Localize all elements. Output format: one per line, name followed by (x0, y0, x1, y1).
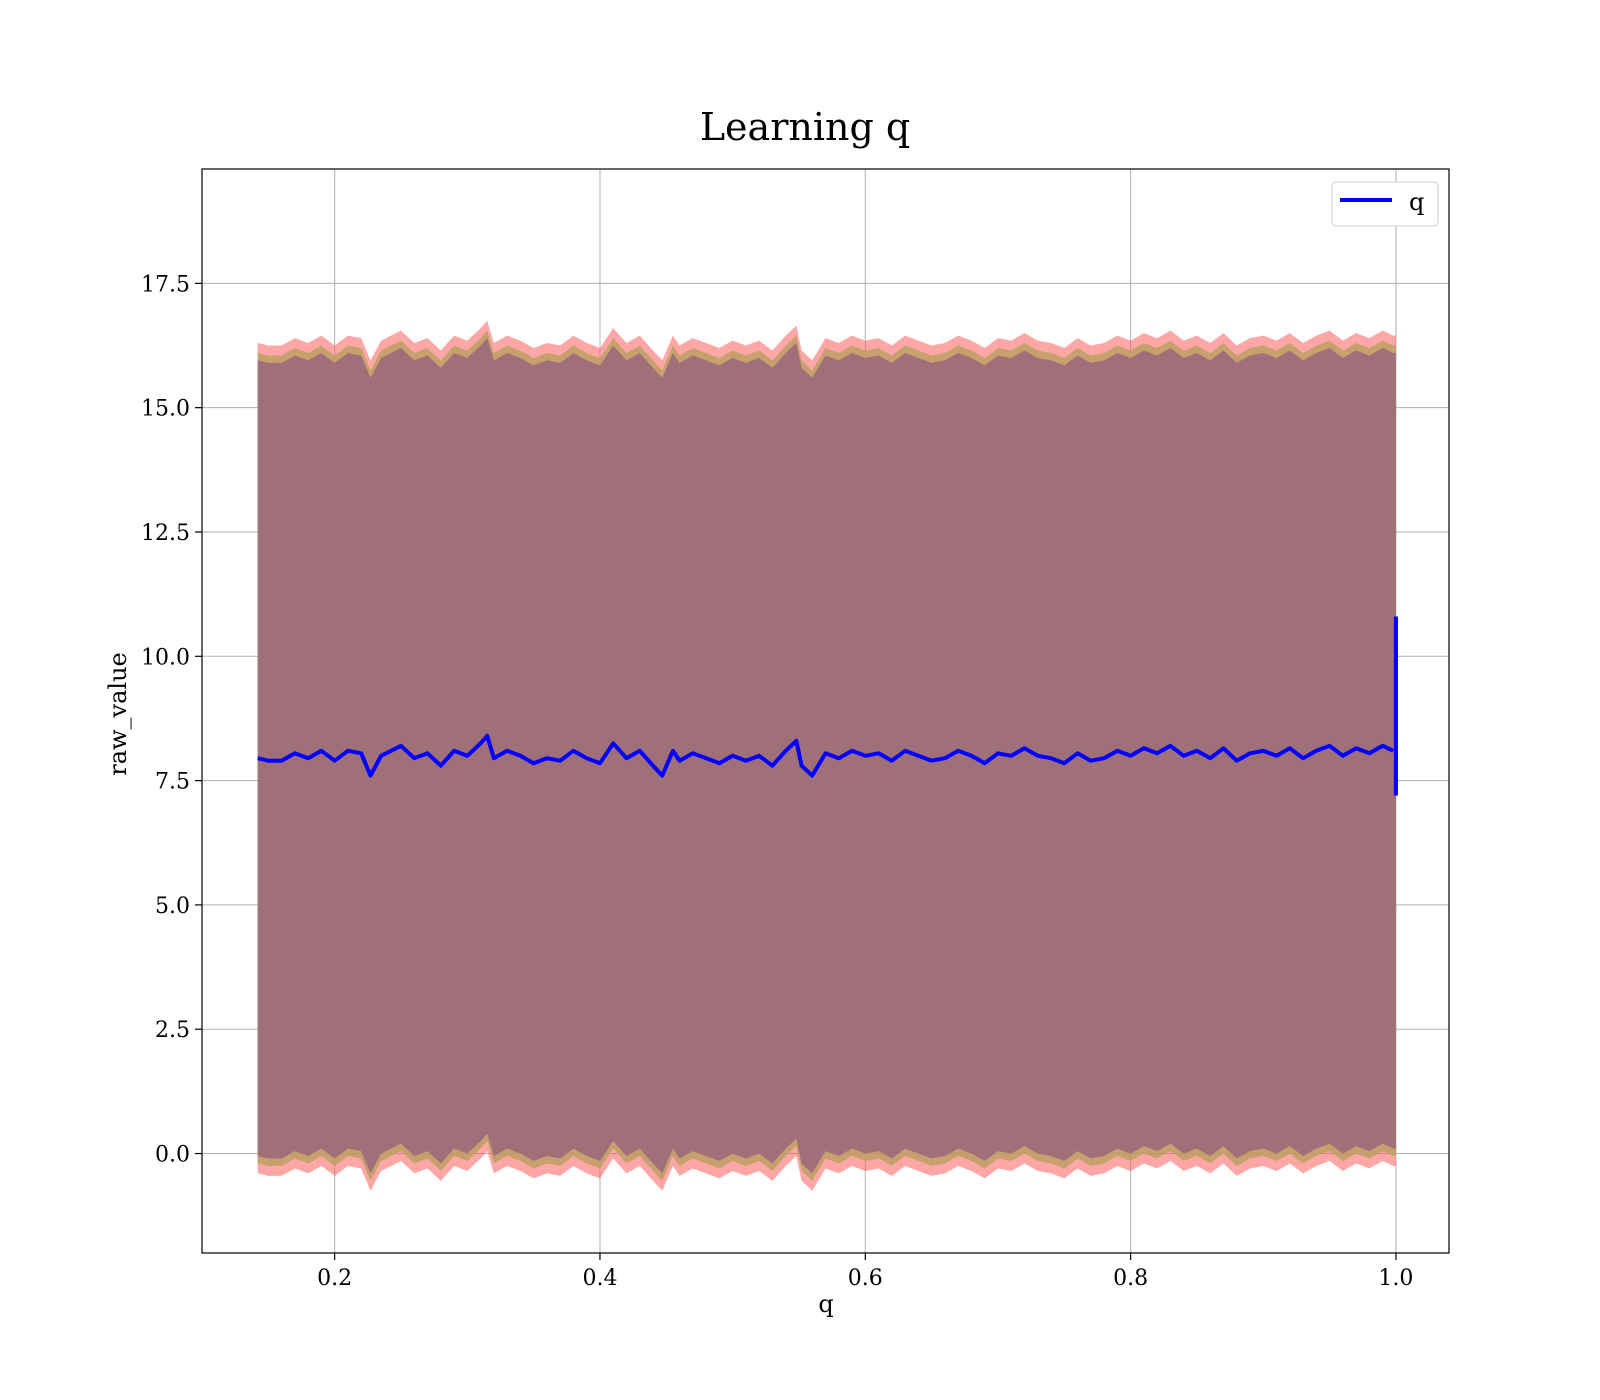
x-axis-label: q (818, 1290, 833, 1318)
line-layer (257, 616, 1398, 796)
legend-label-q: q (1409, 188, 1424, 216)
y-tick-label: 0.0 (155, 1143, 190, 1168)
plot-frame (201, 168, 1450, 1254)
y-tick-label: 10.0 (141, 645, 190, 670)
x-tick-label: 0.6 (848, 1266, 883, 1291)
tick-layer: 0.2 0.4 0.6 0.8 1.0 0.0 2.5 5.0 7.5 10.0 12.5 15.0 1… (141, 272, 1413, 1291)
y-tick-label: 15.0 (141, 397, 190, 422)
y-tick-label: 7.5 (155, 770, 190, 795)
x-tick-label: 1.0 (1378, 1266, 1413, 1291)
y-tick-label: 12.5 (141, 521, 190, 546)
chart-title: Learning q (700, 105, 910, 149)
y-tick-label: 2.5 (155, 1018, 190, 1043)
x-tick-label: 0.4 (582, 1266, 617, 1291)
x-tick-label: 0.8 (1113, 1266, 1148, 1291)
y-tick-label: 17.5 (141, 272, 190, 297)
legend-box (1331, 181, 1439, 227)
y-tick-label: 5.0 (155, 894, 190, 919)
x-tick-label: 0.2 (317, 1266, 352, 1291)
series-line-q (257, 733, 1395, 778)
legend: q (1331, 181, 1439, 227)
y-axis-label: raw_value (104, 652, 132, 776)
